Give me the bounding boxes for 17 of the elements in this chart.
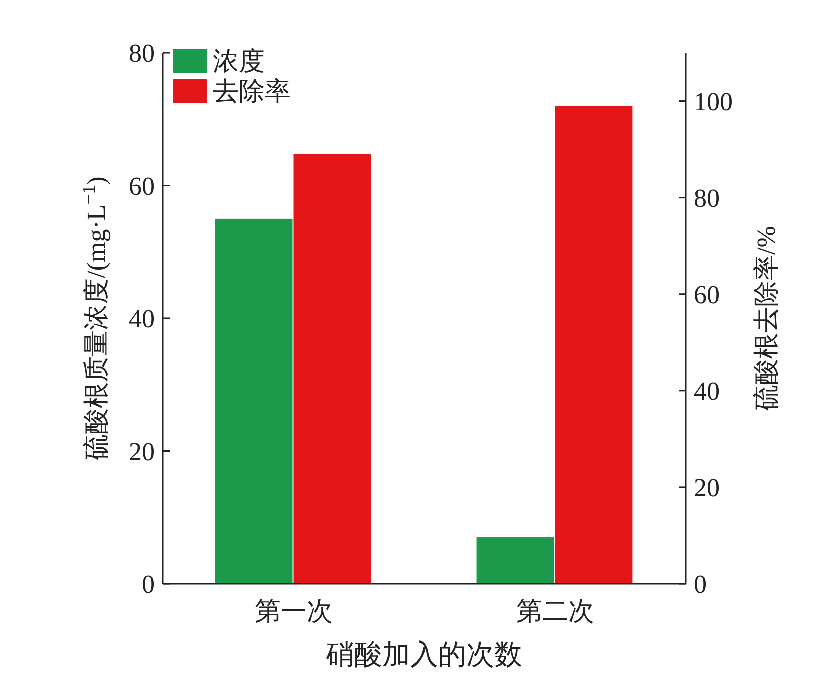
y-tick-label: 40 bbox=[129, 304, 155, 334]
y-tick-label: 20 bbox=[129, 437, 155, 466]
y2-tick-label: 20 bbox=[694, 473, 720, 502]
x-tick-label: 第二次 bbox=[516, 597, 594, 626]
y-tick-label: 60 bbox=[129, 172, 155, 201]
y2-tick-label: 60 bbox=[694, 280, 720, 310]
x-tick-label: 第一次 bbox=[254, 597, 333, 626]
y2-axis-title: 硫酸根去除率/% bbox=[752, 226, 781, 411]
y2-tick-label: 80 bbox=[694, 184, 720, 213]
y2-tick-label: 100 bbox=[694, 87, 733, 116]
y2-tick-label: 0 bbox=[694, 570, 707, 599]
y2-tick-label: 40 bbox=[694, 376, 720, 406]
y-tick-label: 0 bbox=[142, 570, 155, 599]
legend-label: 浓度 bbox=[213, 47, 265, 76]
y-tick-label: 80 bbox=[129, 39, 155, 68]
legend-label: 去除率 bbox=[213, 77, 291, 106]
x-axis-title: 硝酸加入的次数 bbox=[326, 640, 522, 671]
